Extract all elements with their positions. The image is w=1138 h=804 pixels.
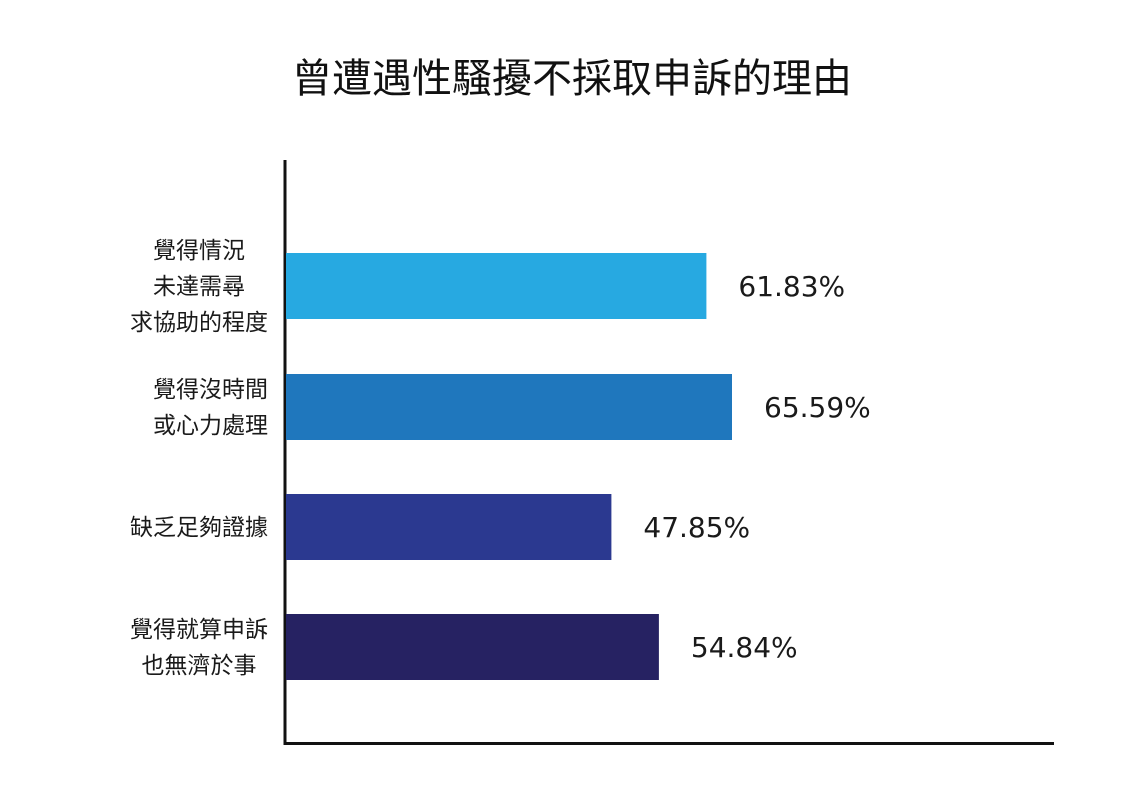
category-label-1: 覺得情況未達需尋求協助的程度 [130, 238, 268, 336]
category-label-line: 覺得情況 [153, 238, 245, 264]
category-label-line: 覺得就算申訴 [130, 617, 268, 643]
category-label-3: 缺乏足夠證據 [130, 515, 268, 541]
category-labels-group: 覺得情況未達需尋求協助的程度覺得沒時間或心力處理缺乏足夠證據覺得就算申訴也無濟於… [130, 238, 268, 679]
category-label-4: 覺得就算申訴也無濟於事 [130, 617, 268, 679]
value-label-2: 65.59% [764, 391, 871, 424]
bar-2 [286, 374, 732, 440]
category-label-line: 求協助的程度 [130, 310, 268, 336]
bar-3 [286, 494, 612, 560]
category-label-line: 或心力處理 [153, 413, 268, 439]
category-label-line: 缺乏足夠證據 [130, 515, 268, 541]
bars-group [286, 253, 732, 680]
category-label-2: 覺得沒時間或心力處理 [153, 377, 268, 439]
chart-title: 曾遭遇性騷擾不採取申訴的理由 [292, 56, 852, 102]
category-label-line: 也無濟於事 [142, 653, 257, 679]
value-label-1: 61.83% [738, 270, 845, 303]
bar-1 [286, 253, 707, 319]
value-labels-group: 61.83% 65.59% 47.85% 54.84% [643, 270, 870, 664]
category-label-line: 未達需尋 [153, 274, 245, 300]
category-label-line: 覺得沒時間 [153, 377, 268, 403]
value-label-4: 54.84% [691, 631, 798, 664]
value-label-3: 47.85% [643, 511, 750, 544]
bar-4 [286, 614, 659, 680]
